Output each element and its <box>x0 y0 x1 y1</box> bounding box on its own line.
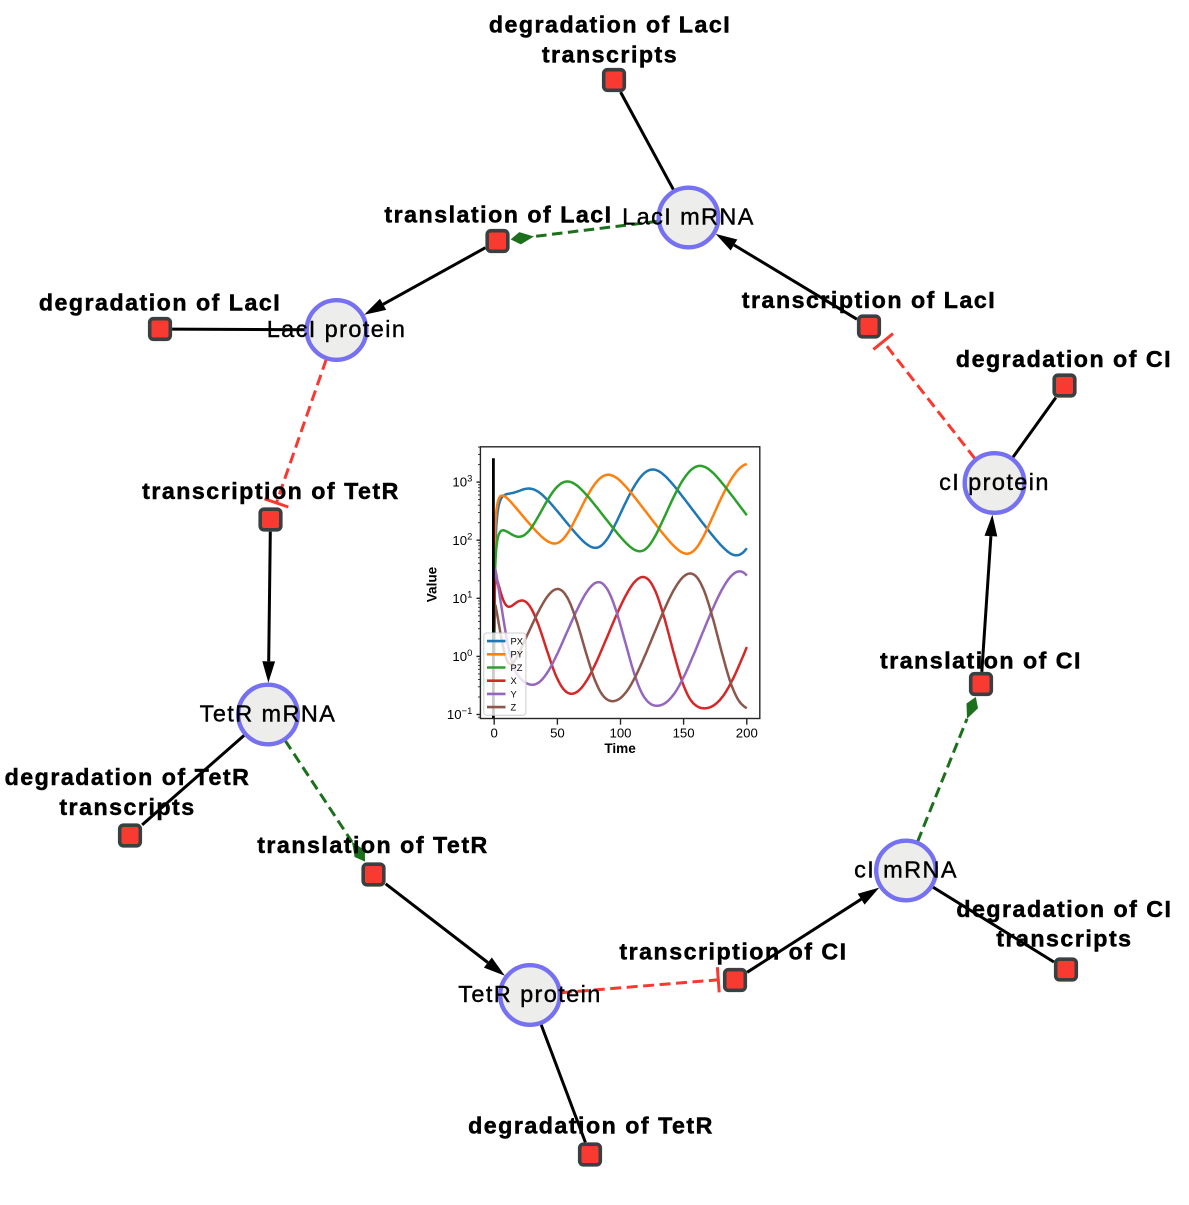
svg-text:PY: PY <box>511 649 524 660</box>
svg-text:50: 50 <box>550 726 565 741</box>
svg-text:100: 100 <box>609 726 631 741</box>
svg-text:cI protein: cI protein <box>939 469 1050 495</box>
svg-text:transcripts: transcripts <box>996 926 1132 952</box>
svg-text:transcription of CI: transcription of CI <box>619 938 847 964</box>
svg-text:translation of LacI: translation of LacI <box>384 201 612 227</box>
svg-text:X: X <box>511 675 518 686</box>
svg-text:0: 0 <box>491 726 498 741</box>
svg-text:transcription of TetR: transcription of TetR <box>142 478 400 504</box>
svg-text:degradation of TetR: degradation of TetR <box>468 1113 714 1139</box>
svg-text:transcripts: transcripts <box>59 794 195 820</box>
svg-text:Value: Value <box>424 566 439 602</box>
svg-text:TetR protein: TetR protein <box>458 981 602 1007</box>
svg-text:LacI mRNA: LacI mRNA <box>622 204 755 230</box>
svg-text:degradation of CI: degradation of CI <box>956 896 1172 922</box>
svg-text:PZ: PZ <box>511 662 523 673</box>
svg-text:TetR mRNA: TetR mRNA <box>200 701 337 727</box>
svg-text:degradation of CI: degradation of CI <box>956 346 1172 372</box>
svg-text:Z: Z <box>511 702 517 713</box>
svg-text:150: 150 <box>673 726 695 741</box>
svg-text:degradation of TetR: degradation of TetR <box>5 764 251 790</box>
svg-text:LacI protein: LacI protein <box>267 316 407 342</box>
svg-text:translation of CI: translation of CI <box>880 647 1082 673</box>
svg-text:degradation of LacI: degradation of LacI <box>489 12 731 38</box>
svg-text:PX: PX <box>511 636 524 647</box>
svg-text:degradation of LacI: degradation of LacI <box>39 290 281 316</box>
svg-text:transcripts: transcripts <box>542 41 678 67</box>
svg-text:cI mRNA: cI mRNA <box>854 857 958 883</box>
svg-text:transcription of LacI: transcription of LacI <box>742 287 996 313</box>
svg-text:200: 200 <box>736 726 758 741</box>
svg-text:translation of TetR: translation of TetR <box>257 832 489 858</box>
svg-text:Y: Y <box>511 688 518 699</box>
svg-text:Time: Time <box>604 741 636 756</box>
